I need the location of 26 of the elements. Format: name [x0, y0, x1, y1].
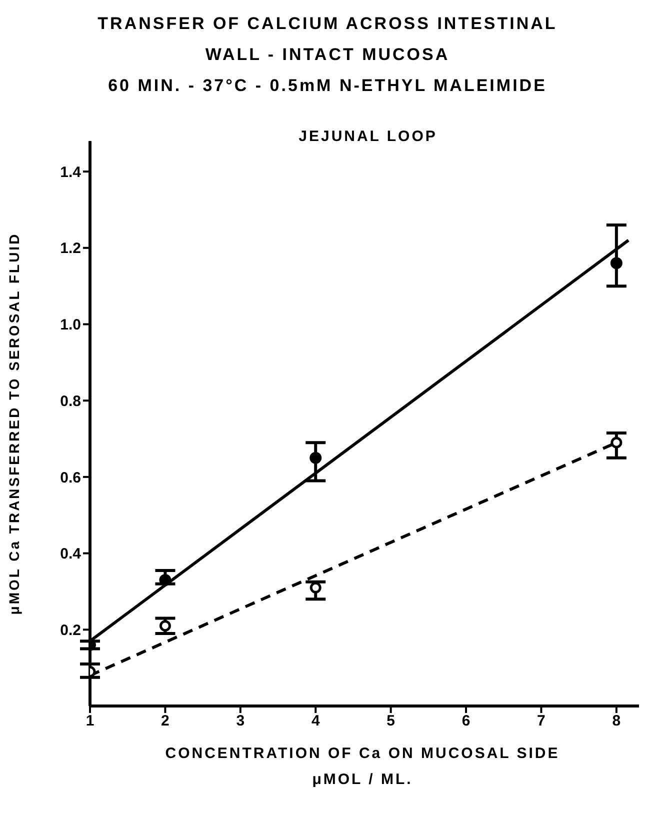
x-tick-label: 2 [161, 712, 170, 730]
y-tick-label: 0.8 [60, 392, 81, 410]
y-tick-label: 0.2 [60, 622, 81, 639]
point [310, 452, 322, 464]
point [159, 574, 172, 586]
y-tick-label: 0.4 [60, 546, 82, 563]
point [610, 436, 622, 448]
chart-title: TRANSFER OF CALCIUM ACROSS INTESTINAL WALL - INTACT MUCOSA [96, 13, 558, 66]
chart-subtitle: 60 MIN. - 37°C - 0.5mM N-ETHYL MALEIMIDE [107, 75, 548, 97]
y-axis-title: μMOL Ca TRANSFERRED TO SEROSAL FLUID [6, 232, 22, 615]
x-tick-label: 6 [462, 712, 470, 730]
y-tick-label: 1.2 [60, 240, 81, 258]
x-tick-label: 4 [311, 712, 320, 730]
x-tick-label: 3 [236, 712, 245, 730]
x-tick-label: 8 [612, 712, 621, 730]
y-tick-label: 1.4 [60, 164, 82, 181]
point [310, 582, 322, 594]
point [610, 257, 622, 270]
x-tick-label: 7 [537, 712, 546, 730]
point [159, 620, 171, 632]
annotation: JEJUNAL LOOP [298, 127, 438, 147]
x-tick-label: 1 [86, 712, 94, 730]
y-tick-label: 1.0 [60, 316, 81, 334]
x-tick-label: 5 [386, 712, 395, 730]
x-axis-title: CONCENTRATION OF Ca ON MUCOSAL SIDE μMOL / ML. [164, 744, 561, 790]
y-tick-label: 0.6 [60, 469, 81, 486]
